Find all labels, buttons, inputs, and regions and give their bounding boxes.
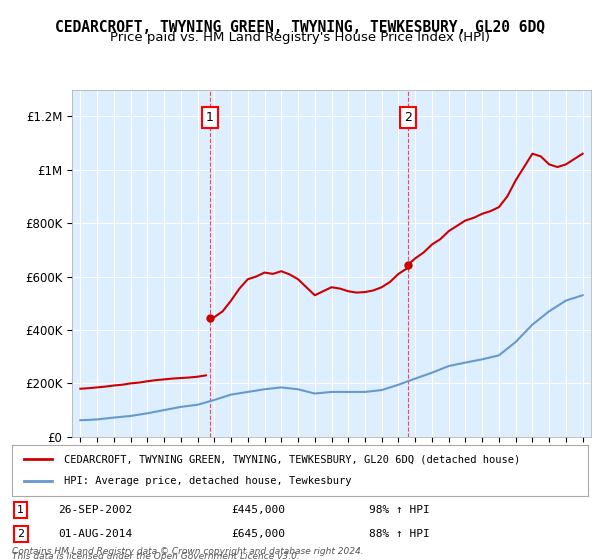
Text: £645,000: £645,000 (231, 529, 285, 539)
Text: 1: 1 (206, 111, 214, 124)
Text: 2: 2 (404, 111, 412, 124)
Text: Price paid vs. HM Land Registry's House Price Index (HPI): Price paid vs. HM Land Registry's House … (110, 31, 490, 44)
Text: 2: 2 (17, 529, 24, 539)
Text: 98% ↑ HPI: 98% ↑ HPI (369, 505, 430, 515)
Text: 1: 1 (17, 505, 24, 515)
Text: 01-AUG-2014: 01-AUG-2014 (58, 529, 133, 539)
Text: £445,000: £445,000 (231, 505, 285, 515)
Text: CEDARCROFT, TWYNING GREEN, TWYNING, TEWKESBURY, GL20 6DQ: CEDARCROFT, TWYNING GREEN, TWYNING, TEWK… (55, 20, 545, 35)
Text: 88% ↑ HPI: 88% ↑ HPI (369, 529, 430, 539)
Text: CEDARCROFT, TWYNING GREEN, TWYNING, TEWKESBURY, GL20 6DQ (detached house): CEDARCROFT, TWYNING GREEN, TWYNING, TEWK… (64, 454, 520, 464)
Text: 26-SEP-2002: 26-SEP-2002 (58, 505, 133, 515)
Text: Contains HM Land Registry data © Crown copyright and database right 2024.: Contains HM Land Registry data © Crown c… (12, 547, 364, 556)
Text: HPI: Average price, detached house, Tewkesbury: HPI: Average price, detached house, Tewk… (64, 477, 352, 487)
Text: This data is licensed under the Open Government Licence v3.0.: This data is licensed under the Open Gov… (12, 552, 300, 560)
